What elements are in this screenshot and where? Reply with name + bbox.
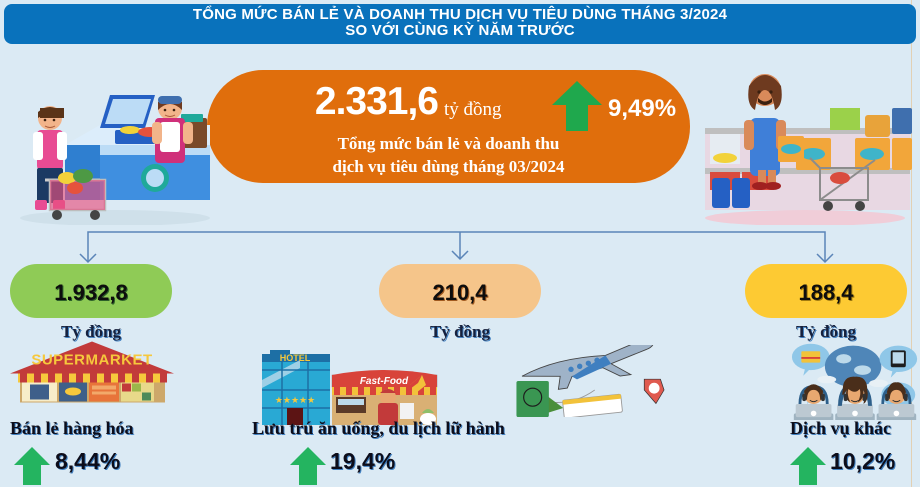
svg-text:Fast-Food: Fast-Food — [360, 376, 409, 387]
svg-text:★★★★★: ★★★★★ — [275, 395, 315, 405]
svg-text:SUPERMARKET: SUPERMARKET — [31, 352, 152, 369]
svg-text:HOTEL: HOTEL — [280, 353, 311, 363]
